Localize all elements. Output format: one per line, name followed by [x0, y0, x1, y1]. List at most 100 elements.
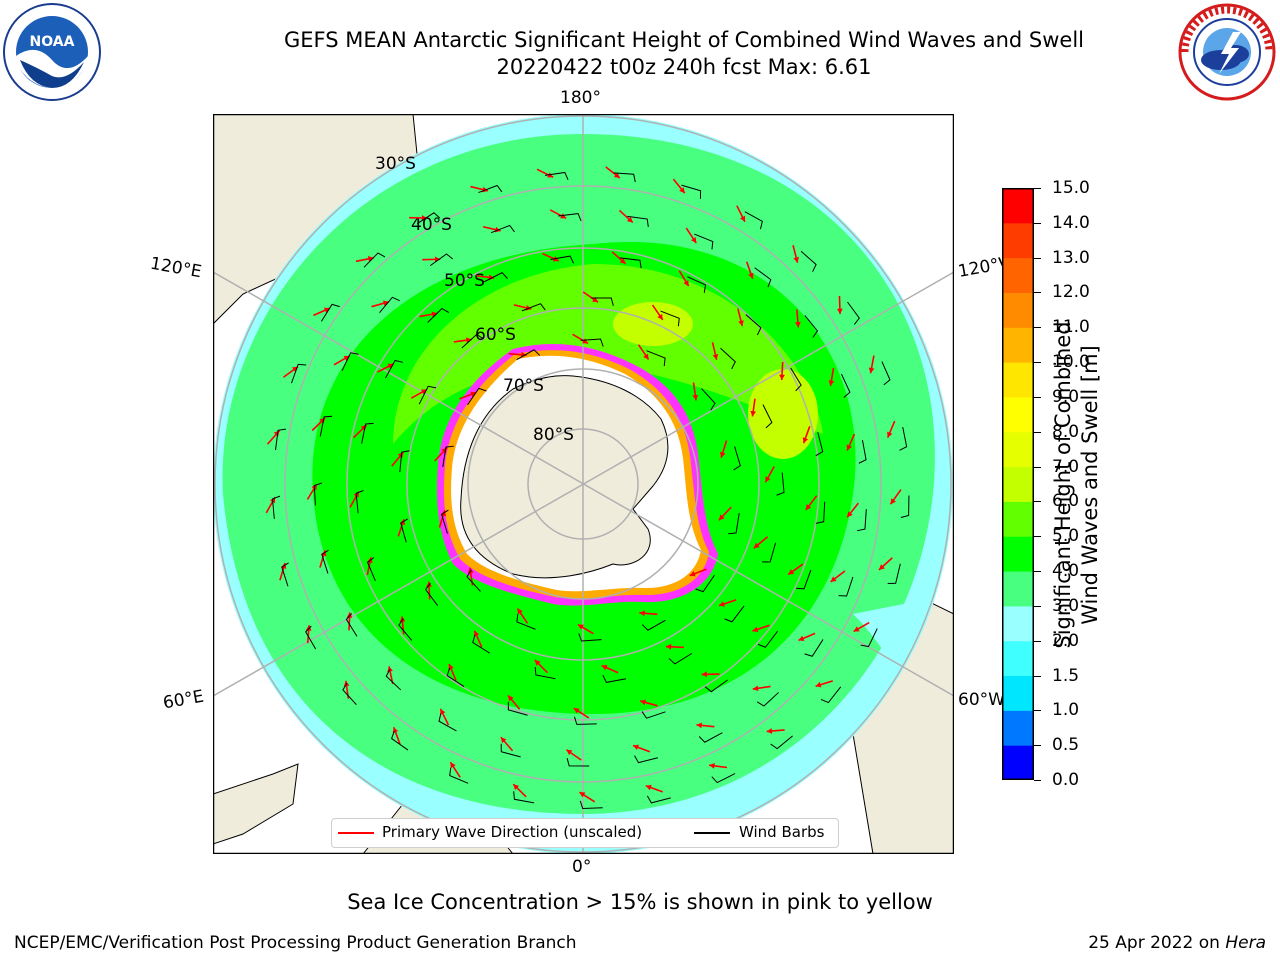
wind-barb: [578, 633, 602, 642]
wind-barb: [762, 404, 773, 429]
wave-arrow-head: [853, 626, 860, 632]
wave-arrow-head: [639, 610, 645, 617]
legend-wind-swatch: [694, 832, 730, 834]
wave-arrow-head: [779, 374, 785, 380]
wind-barb: [275, 428, 287, 451]
lat-label-70s: 70°S: [503, 376, 544, 396]
wind-barb: [355, 490, 364, 514]
wind-barb: [366, 557, 376, 582]
lon-label-60e: 60°E: [161, 686, 206, 714]
wind-barb: [660, 310, 680, 327]
wind-barb: [345, 613, 358, 637]
wind-barb: [841, 373, 851, 398]
vector-field: [265, 166, 910, 810]
colorbar-tick-mark: [1034, 257, 1041, 259]
wind-barb: [627, 215, 649, 228]
wave-arrow-head: [534, 659, 541, 666]
colorbar-label: Significant Height of Combined Wind Wave…: [1050, 285, 1110, 685]
colorbar-tick-label: 3.0: [1052, 595, 1080, 616]
wind-barb: [790, 367, 802, 392]
wind-barb: [620, 257, 642, 269]
wind-barb: [694, 233, 714, 250]
colorbar-segment: [1002, 605, 1034, 642]
wind-barb: [646, 795, 671, 804]
wave-arrow-head: [846, 444, 852, 451]
sea-ice-note: Sea Ice Concentration > 15% is shown in …: [347, 890, 933, 914]
colorbar-segment: [1002, 571, 1034, 607]
colorbar-segment: [1002, 396, 1034, 433]
colorbar-label-line-2: Wind Waves and Swell [m]: [1078, 345, 1102, 625]
wind-barb: [733, 446, 741, 471]
wave-arrow-head: [719, 601, 725, 607]
colorbar-tick-label: 12.0: [1052, 282, 1090, 303]
wind-barb: [754, 267, 772, 288]
wind-barb: [591, 297, 614, 306]
wind-barb: [704, 679, 728, 693]
wind-barb: [646, 350, 666, 367]
wave-arrow-head: [346, 612, 353, 618]
wind-barb: [857, 509, 867, 532]
wind-barb: [427, 307, 450, 323]
colorbar-tick-mark: [1034, 780, 1041, 781]
colorbar-tick-mark: [1034, 745, 1041, 747]
wave-arrow-head: [626, 216, 633, 223]
wave-arrow-head: [573, 708, 580, 714]
wave-arrow-head: [466, 337, 472, 344]
wind-barb: [668, 652, 693, 665]
colorbar-tick-mark: [1034, 536, 1041, 538]
wind-barb: [441, 509, 449, 534]
wind-barb: [762, 542, 777, 563]
wave-arrow-head: [645, 784, 652, 791]
wave-arrow-head: [450, 762, 456, 769]
wind-barb: [400, 518, 408, 543]
wave-arrow-head: [739, 215, 746, 222]
title-line-2: 20220422 t00z 240h fcst Max: 6.61: [496, 55, 872, 79]
colorbar-segment: [1002, 501, 1034, 537]
wind-barb: [566, 758, 590, 767]
wind-barb: [320, 303, 340, 322]
noaa-logo: NOAA: [3, 3, 101, 101]
wind-barb: [321, 549, 329, 574]
footer-credit: NCEP/EMC/Verification Post Processing Pr…: [14, 933, 577, 953]
wave-arrow-head: [643, 353, 649, 360]
wave-arrow-head: [868, 367, 875, 374]
colorbar-segment: [1002, 466, 1034, 502]
wave-arrow-head: [798, 635, 805, 642]
wind-barb: [341, 352, 359, 372]
colorbar-tick-label: 15.0: [1052, 178, 1090, 198]
wind-barb: [687, 276, 707, 293]
wave-arrow-head: [738, 320, 744, 327]
wave-arrow-head: [657, 313, 663, 320]
wave-arrow-head: [619, 258, 626, 264]
wind-barb: [449, 767, 469, 784]
wind-barb: [881, 361, 891, 386]
wind-barb: [466, 569, 481, 592]
wind-barb: [472, 634, 490, 654]
wind-barb: [516, 349, 541, 361]
wind-barb: [613, 172, 636, 183]
wave-arrow-head: [665, 643, 672, 650]
colorbar-tick-label: 6.0: [1052, 491, 1080, 512]
wave-arrow-head: [579, 792, 586, 798]
wind-barb: [507, 701, 528, 716]
lat-label-40s: 40°S: [411, 215, 452, 235]
wave-arrow-head: [793, 256, 799, 263]
wind-barb: [858, 439, 867, 464]
colorbar-tick-mark: [1034, 605, 1041, 607]
title-line-1: GEFS MEAN Antarctic Significant Height o…: [283, 28, 1085, 52]
wave-arrow-head: [830, 576, 837, 582]
colorbar-tick-label: 14.0: [1052, 212, 1090, 233]
colorbar-label-line-1: Significant Height of Combined: [1051, 321, 1075, 649]
graticule: [213, 114, 954, 854]
wave-arrow-head: [513, 784, 520, 790]
wave-arrow-head: [582, 338, 589, 344]
noaa-logo-text: NOAA: [30, 34, 75, 50]
wind-barb: [271, 495, 281, 519]
colorbar-tick-mark: [1034, 710, 1041, 712]
wave-arrow-head: [802, 437, 809, 444]
wave-arrow-head: [305, 625, 312, 631]
colorbar-segment: [1002, 745, 1034, 780]
wind-barb: [815, 501, 826, 524]
wind-barb: [815, 432, 824, 457]
wave-arrow-head: [847, 511, 853, 518]
